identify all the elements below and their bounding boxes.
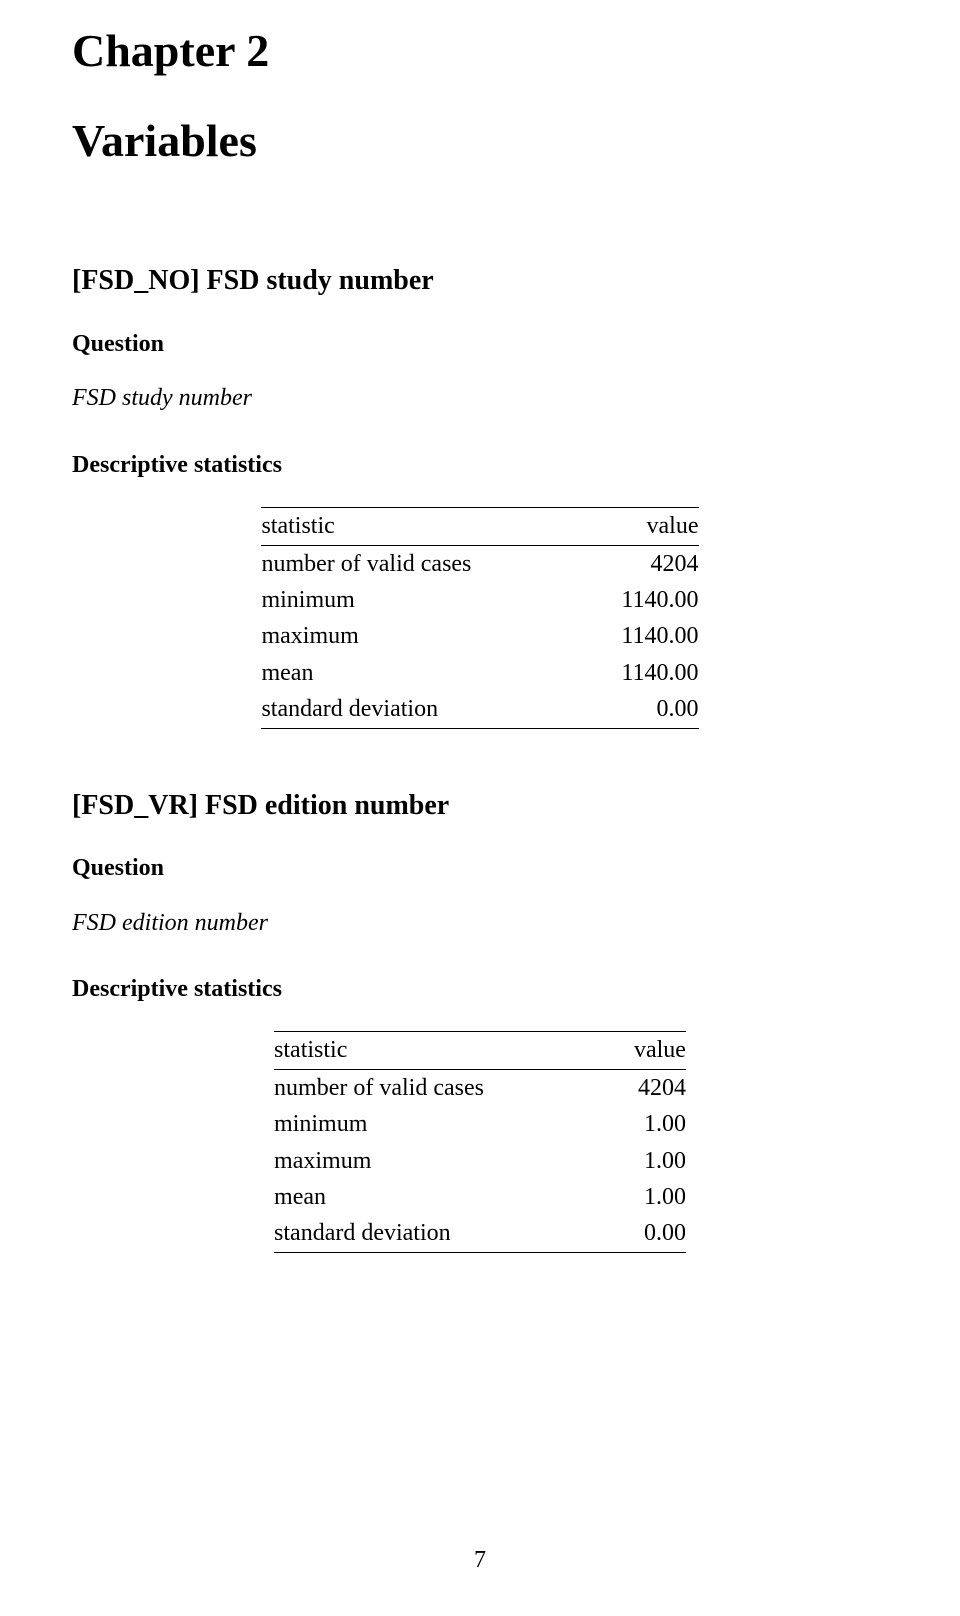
stats-table-wrap: statistic value number of valid cases 42… — [72, 507, 888, 728]
table-row: mean 1.00 — [274, 1179, 686, 1215]
stat-value: 1140.00 — [471, 618, 698, 654]
stat-value: 4204 — [471, 545, 698, 582]
stat-label: mean — [261, 655, 471, 691]
stat-label: number of valid cases — [261, 545, 471, 582]
table-row: standard deviation 0.00 — [274, 1215, 686, 1252]
stat-value: 1.00 — [484, 1106, 686, 1142]
section-heading: [FSD_NO] FSD study number — [72, 262, 888, 300]
chapter-title: Variables — [72, 110, 888, 172]
section-heading: [FSD_VR] FSD edition number — [72, 787, 888, 825]
table-row: maximum 1140.00 — [261, 618, 698, 654]
table-row: number of valid cases 4204 — [261, 545, 698, 582]
stat-value: 0.00 — [484, 1215, 686, 1252]
stats-heading: Descriptive statistics — [72, 449, 888, 481]
stat-label: maximum — [274, 1143, 484, 1179]
col-header: statistic — [274, 1032, 484, 1069]
stats-heading: Descriptive statistics — [72, 973, 888, 1005]
stat-label: number of valid cases — [274, 1069, 484, 1106]
stat-value: 1.00 — [484, 1179, 686, 1215]
col-header: statistic — [261, 508, 471, 545]
question-text: FSD edition number — [72, 907, 888, 939]
question-text: FSD study number — [72, 382, 888, 414]
stat-label: minimum — [261, 582, 471, 618]
table-row: standard deviation 0.00 — [261, 691, 698, 728]
stats-table: statistic value number of valid cases 42… — [274, 1031, 686, 1252]
table-row: number of valid cases 4204 — [274, 1069, 686, 1106]
stat-label: maximum — [261, 618, 471, 654]
stat-label: minimum — [274, 1106, 484, 1142]
stats-table: statistic value number of valid cases 42… — [261, 507, 698, 728]
table-row: maximum 1.00 — [274, 1143, 686, 1179]
stat-value: 1140.00 — [471, 655, 698, 691]
question-label: Question — [72, 328, 888, 360]
stat-value: 4204 — [484, 1069, 686, 1106]
question-label: Question — [72, 852, 888, 884]
stats-table-wrap: statistic value number of valid cases 42… — [72, 1031, 888, 1252]
table-row: minimum 1140.00 — [261, 582, 698, 618]
chapter-number: Chapter 2 — [72, 20, 888, 82]
table-row: minimum 1.00 — [274, 1106, 686, 1142]
stat-label: standard deviation — [261, 691, 471, 728]
page-number: 7 — [0, 1544, 960, 1576]
stat-label: mean — [274, 1179, 484, 1215]
stat-value: 0.00 — [471, 691, 698, 728]
stat-label: standard deviation — [274, 1215, 484, 1252]
col-header: value — [484, 1032, 686, 1069]
col-header: value — [471, 508, 698, 545]
page: Chapter 2 Variables [FSD_NO] FSD study n… — [0, 0, 960, 1616]
table-row: mean 1140.00 — [261, 655, 698, 691]
stat-value: 1140.00 — [471, 582, 698, 618]
stat-value: 1.00 — [484, 1143, 686, 1179]
